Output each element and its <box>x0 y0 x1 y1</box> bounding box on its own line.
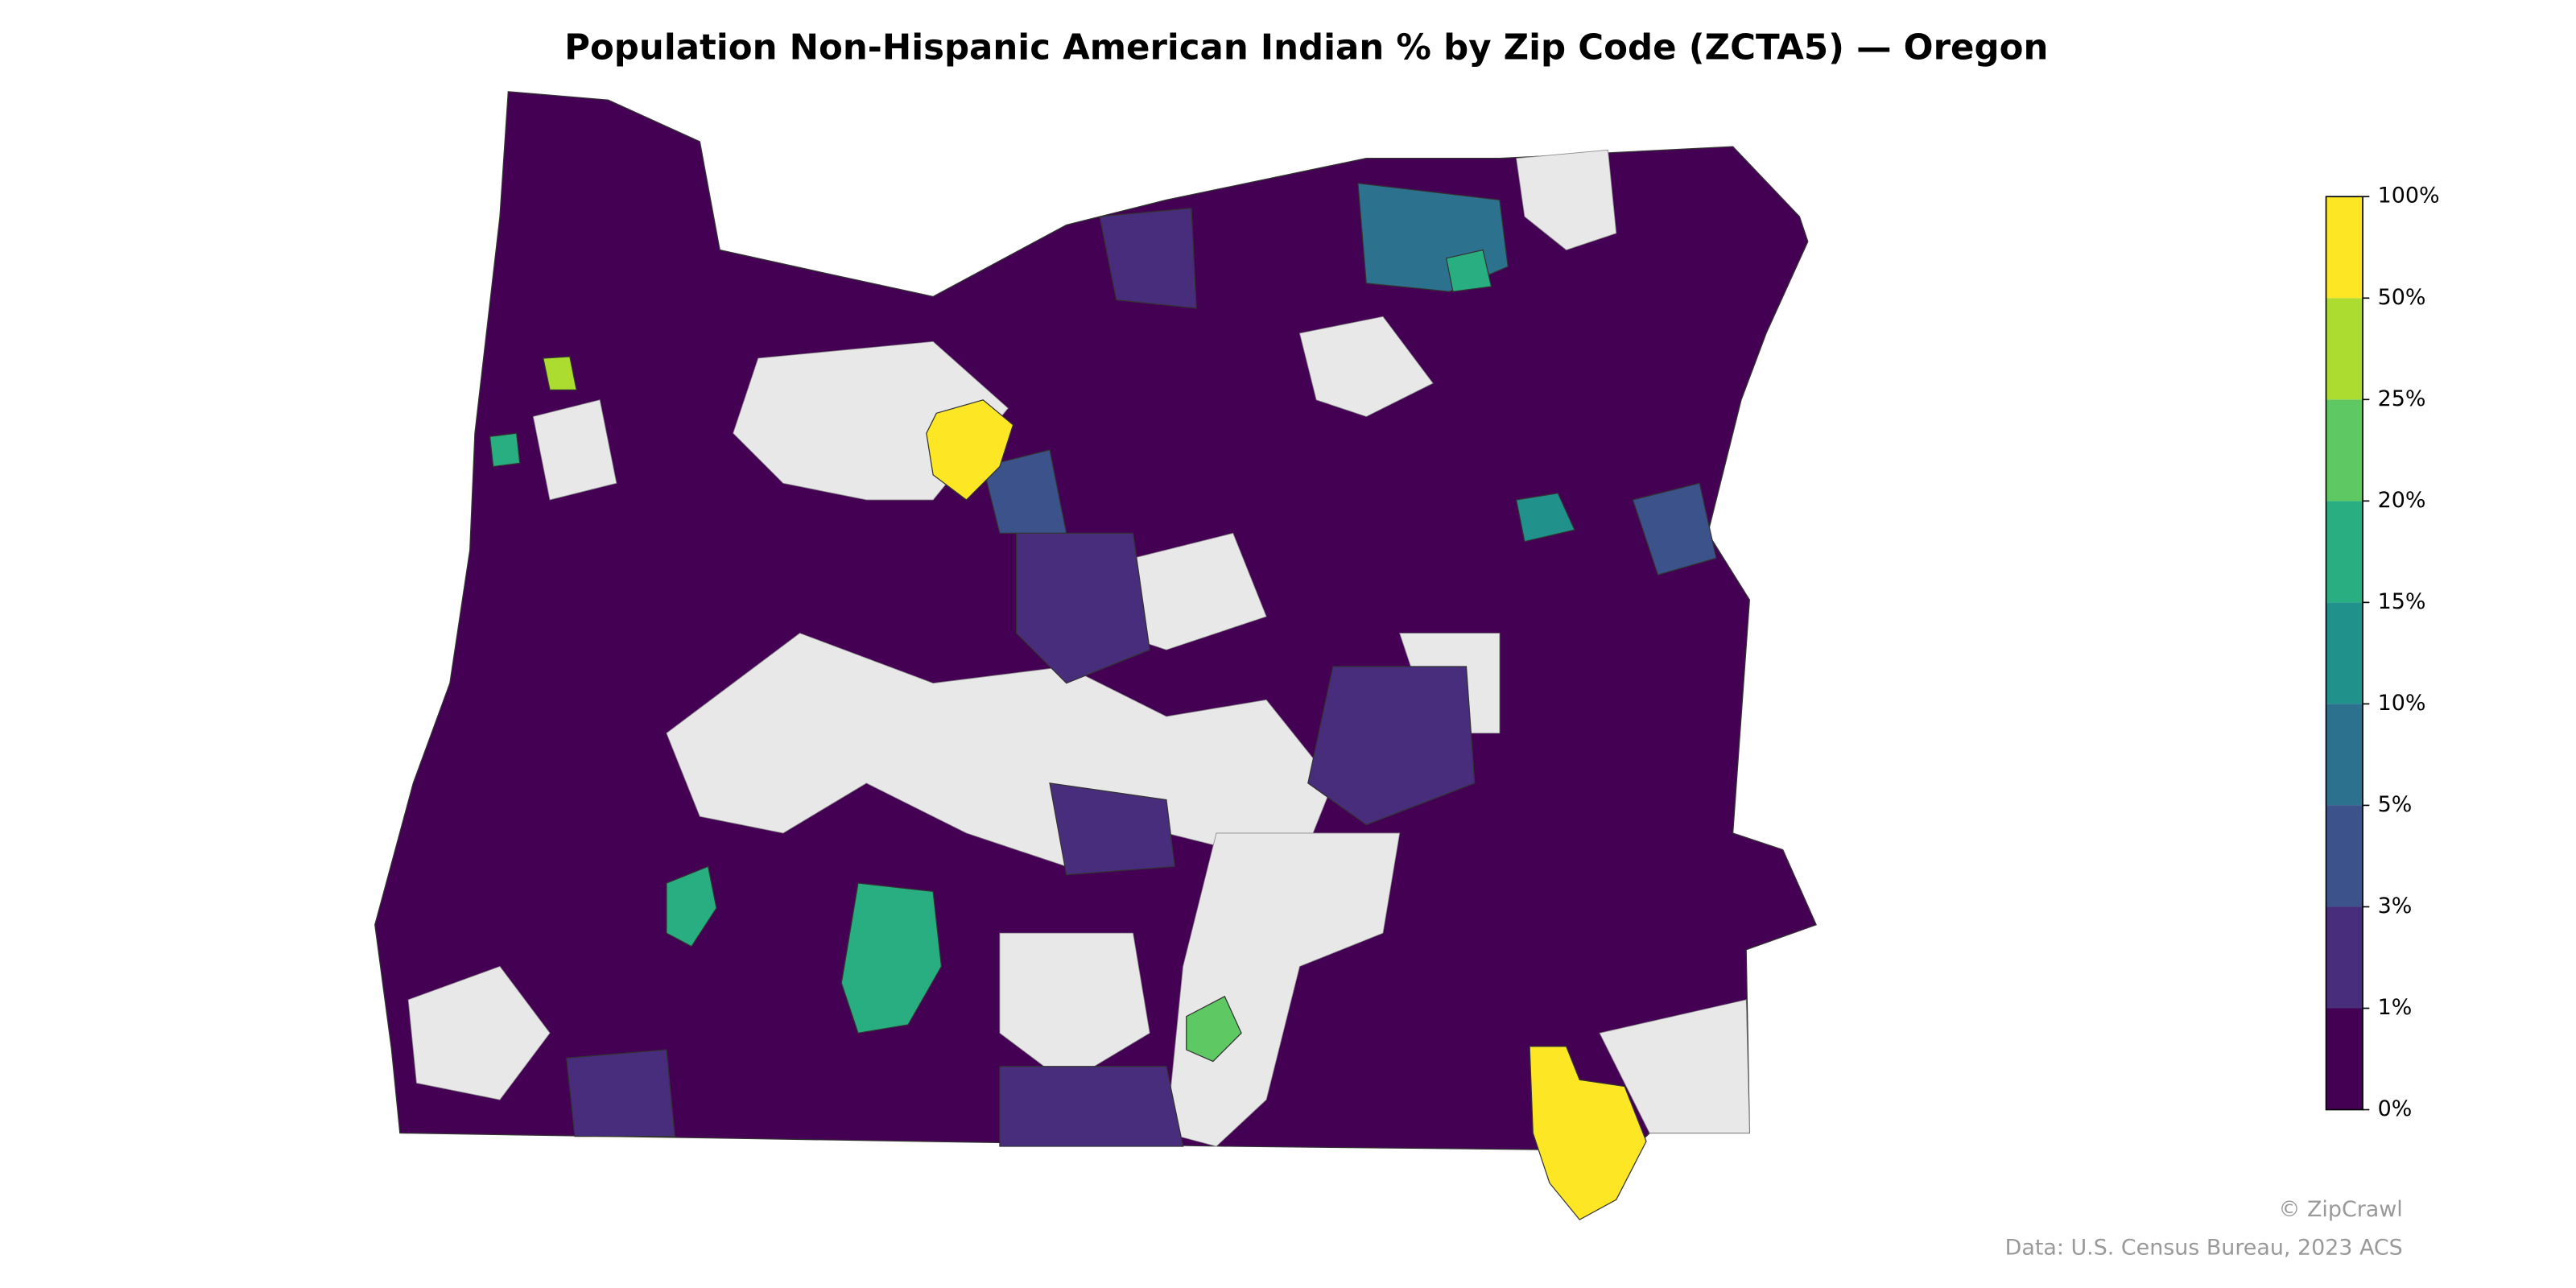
source-note: Data: U.S. Census Bureau, 2023 ACS <box>2005 1236 2403 1261</box>
colorbar-tick-label: 20% <box>2378 488 2426 513</box>
colorbar-bin <box>2326 1008 2363 1110</box>
map-title: Population Non-Hispanic American Indian … <box>564 28 2048 68</box>
oregon-map <box>374 91 1817 1220</box>
colorbar-tick-label: 1% <box>2378 995 2413 1020</box>
colorbar-frame <box>2325 196 2363 1111</box>
colorbar-bin <box>2326 704 2363 806</box>
colorbar-tick-label: 25% <box>2378 386 2426 411</box>
colorbar-bin <box>2326 399 2363 502</box>
colorbar-tick-label: 3% <box>2378 894 2413 919</box>
colorbar-bin <box>2326 805 2363 907</box>
colorbar-bin <box>2326 906 2363 1009</box>
colorbar-tick-label: 15% <box>2378 589 2426 614</box>
colored-areas <box>489 182 1717 1220</box>
colorbar-tick-label: 50% <box>2378 285 2426 310</box>
copyright: © ZipCrawl <box>2279 1197 2403 1222</box>
colorbar-bin <box>2326 602 2363 704</box>
colorbar-tick-label: 0% <box>2378 1096 2413 1121</box>
colorbar-tick-label: 100% <box>2378 184 2440 208</box>
colorbar-bin <box>2326 196 2363 299</box>
colorbar-tick-label: 5% <box>2378 792 2413 817</box>
colorbar-bin <box>2326 298 2363 400</box>
colorbar: 0% 1% 3% 5% 10% 15% 20% 25% 50% 100% <box>2325 184 2440 1121</box>
colorbar-bin <box>2326 501 2363 603</box>
colorbar-tick-label: 10% <box>2378 691 2426 716</box>
